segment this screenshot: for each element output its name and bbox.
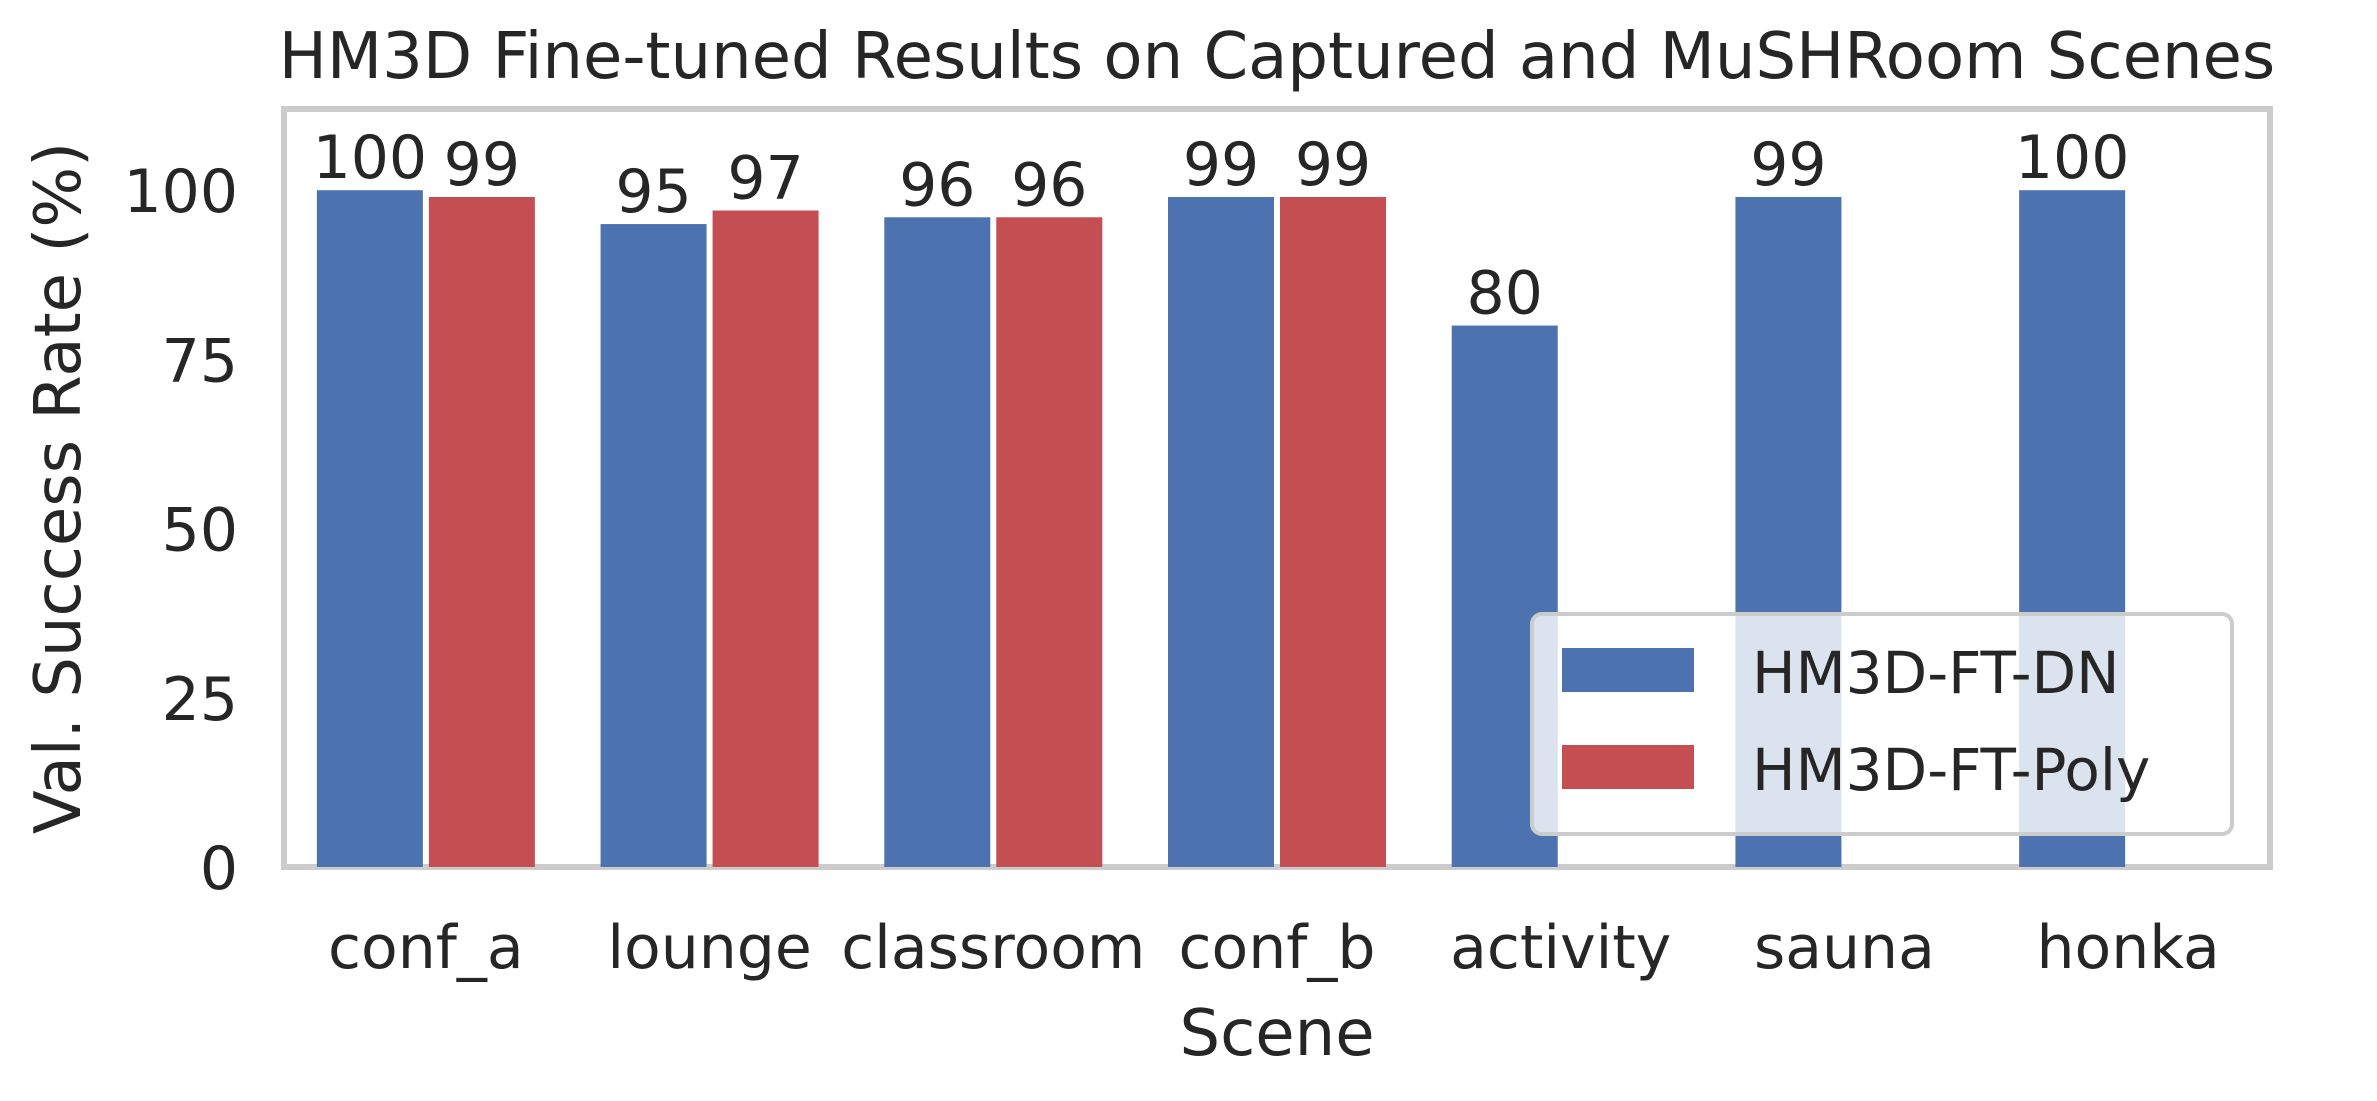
bar-classroom-poly xyxy=(996,217,1103,868)
bars xyxy=(316,190,2126,868)
bar-conf_b-dn xyxy=(1168,196,1274,867)
y-tick-label: 25 xyxy=(162,665,238,735)
bar-value-label: 96 xyxy=(899,150,975,220)
bar-value-label: 99 xyxy=(1750,130,1826,200)
bar-value-label: 99 xyxy=(1295,130,1371,200)
x-tick-label: conf_a xyxy=(328,913,524,983)
bar-value-label: 97 xyxy=(727,144,803,214)
x-tick-label: sauna xyxy=(1754,913,1935,983)
x-tick-label: classroom xyxy=(841,913,1145,983)
x-axis-label: Scene xyxy=(1179,997,1374,1071)
x-tick-label: conf_b xyxy=(1179,913,1376,983)
bar-lounge-dn xyxy=(600,224,707,867)
x-axis-ticks: conf_a lounge classroom conf_b activity sauna… xyxy=(328,913,2220,983)
bar-value-label: 95 xyxy=(615,157,691,227)
bar-classroom-dn xyxy=(884,217,991,868)
y-tick-label: 100 xyxy=(123,157,238,227)
bar-lounge-poly xyxy=(712,210,819,868)
y-tick-label: 0 xyxy=(200,834,238,904)
bar-conf_b-poly xyxy=(1280,196,1386,867)
bar-value-label: 100 xyxy=(2015,123,2130,193)
x-tick-label: honka xyxy=(2037,913,2220,983)
bar-value-label: 99 xyxy=(1183,130,1259,200)
bar-value-label: 96 xyxy=(1011,150,1087,220)
x-tick-label: activity xyxy=(1450,913,1671,983)
legend-label-dn: HM3D-FT-DN xyxy=(1752,639,2120,707)
legend-swatch-poly xyxy=(1562,745,1694,789)
bar-value-label: 80 xyxy=(1467,259,1543,329)
y-axis-ticks: 0 25 50 75 100 xyxy=(123,157,238,904)
x-tick-label: lounge xyxy=(607,913,811,983)
bar-value-label: 100 xyxy=(313,123,428,193)
legend: HM3D-FT-DN HM3D-FT-Poly xyxy=(1530,612,2234,836)
bar-conf_a-poly xyxy=(428,196,535,867)
legend-box xyxy=(1530,612,2234,836)
chart-title: HM3D Fine-tuned Results on Captured and … xyxy=(279,20,2276,94)
y-tick-label: 50 xyxy=(162,496,238,566)
legend-swatch-dn xyxy=(1562,648,1694,692)
bar-value-label: 99 xyxy=(444,130,520,200)
y-axis-label: Val. Success Rate (%) xyxy=(22,142,96,834)
y-tick-label: 75 xyxy=(162,326,238,396)
bar-conf_a-dn xyxy=(316,190,423,867)
legend-label-poly: HM3D-FT-Poly xyxy=(1752,736,2150,804)
plot-area xyxy=(281,106,2273,870)
